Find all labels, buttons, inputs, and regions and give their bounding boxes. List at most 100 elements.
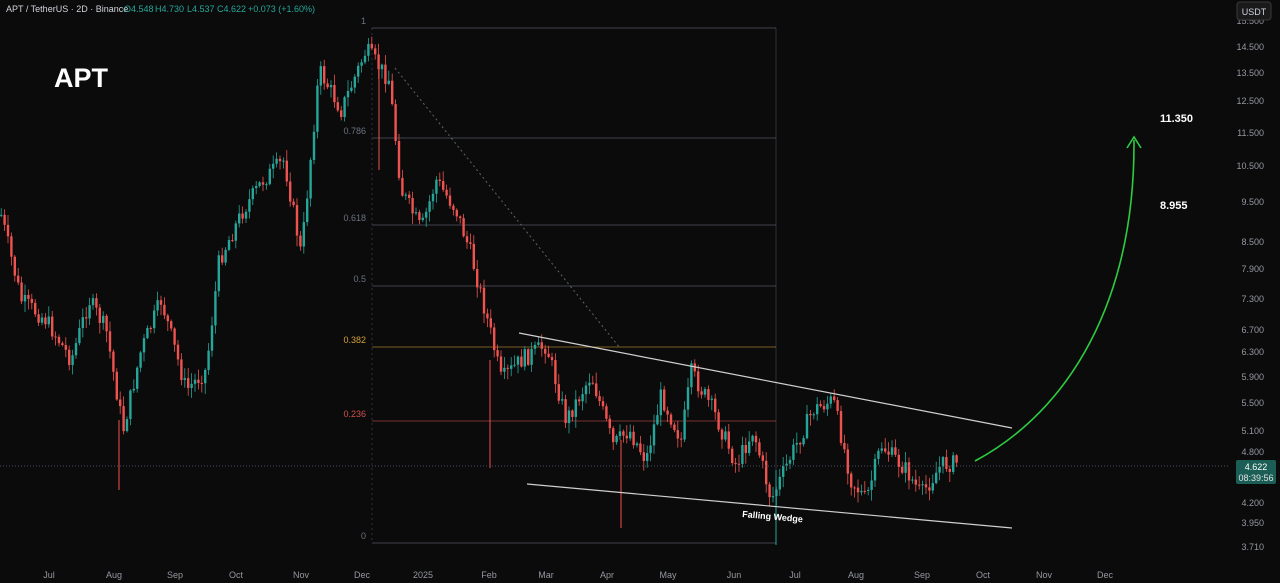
candle-body — [261, 182, 265, 185]
candle-body — [425, 211, 428, 218]
candle-body — [799, 443, 802, 445]
candle-body — [622, 431, 625, 436]
candle-body — [833, 396, 836, 401]
candle-body — [363, 55, 367, 63]
candle-body — [765, 460, 768, 485]
wedge-label: Falling Wedge — [742, 509, 803, 524]
price-tick: 5.500 — [1241, 398, 1264, 408]
candle-body — [122, 406, 125, 432]
candle-body — [819, 404, 822, 407]
candle-body — [751, 435, 754, 442]
candle-body — [37, 314, 40, 323]
candle-body — [282, 160, 285, 162]
price-axis-ticks: 15.500 14.500 13.500 12.500 11.500 10.500 9.50… — [1236, 16, 1264, 552]
candle-body — [700, 391, 703, 395]
candle-body — [496, 350, 499, 357]
time-tick: Oct — [229, 570, 244, 580]
candle-body — [615, 435, 618, 443]
candle-body — [156, 300, 159, 311]
candle-body — [316, 85, 319, 132]
candle-body — [64, 345, 67, 350]
time-tick: Nov — [1036, 570, 1053, 580]
falling-wedge[interactable]: Falling Wedge — [518, 332, 1013, 529]
candle-body — [272, 163, 275, 169]
candle-body — [353, 76, 356, 88]
low-value: L4.537 — [187, 4, 215, 14]
candle-body — [853, 487, 856, 489]
candle-body — [754, 435, 758, 443]
candle-body — [952, 455, 955, 472]
candle-body — [391, 80, 394, 105]
candle-body — [901, 466, 904, 473]
projection-arrow[interactable] — [974, 135, 1142, 462]
candle-body — [367, 43, 370, 56]
candle-body — [306, 198, 309, 223]
candle-body — [166, 315, 169, 322]
candle-body — [445, 189, 448, 196]
candle-body — [397, 141, 401, 178]
candle-body — [863, 490, 866, 492]
candle-body — [547, 353, 550, 357]
candle-body — [884, 448, 887, 452]
candle-body — [710, 398, 713, 400]
candle-body — [792, 444, 795, 460]
candle-body — [23, 294, 27, 302]
candle-body — [10, 236, 13, 257]
time-axis-ticks: Jul Aug Sep Oct Nov Dec 2025 Feb Mar Apr May Jun Jul… — [43, 570, 1113, 580]
candle-body — [673, 424, 676, 431]
candle-body — [170, 321, 173, 329]
candle-body — [591, 382, 594, 384]
candle-body — [258, 182, 261, 187]
candle-body — [244, 211, 248, 219]
candle-body — [34, 302, 37, 315]
candle-body — [190, 383, 193, 388]
candle-body — [214, 291, 217, 326]
candle-body — [557, 384, 560, 401]
candle-body — [309, 159, 312, 199]
candle-body — [860, 490, 863, 493]
candle-body — [666, 410, 669, 415]
candle-body — [74, 343, 78, 356]
candle-body — [61, 343, 64, 346]
fibonacci-retracement[interactable]: 1 0.786 0.618 0.5 0.382 0.236 0 — [343, 16, 777, 544]
time-tick: Feb — [481, 570, 497, 580]
candle-body — [13, 256, 16, 276]
candle-body — [676, 430, 679, 439]
candle-body — [663, 389, 666, 411]
wedge-lower-line — [526, 483, 1013, 529]
candle-body — [57, 336, 61, 344]
candle-body — [533, 344, 537, 349]
currency-button[interactable]: USDT — [1236, 1, 1272, 21]
candle-body — [452, 205, 455, 210]
candle-body — [928, 487, 931, 491]
candle-body — [146, 327, 149, 339]
candle-body — [839, 411, 843, 443]
candle-body — [550, 356, 554, 361]
price-axis[interactable] — [1230, 0, 1280, 583]
target-1: 11.350 — [1160, 113, 1193, 125]
candle-body — [809, 413, 812, 416]
close-value: C4.622 — [217, 4, 246, 14]
candle-body — [850, 473, 853, 488]
candle-body — [234, 223, 237, 241]
candle-body — [659, 389, 662, 416]
fib-label: 0.236 — [343, 409, 366, 419]
candle-body — [703, 389, 707, 395]
candle-body — [207, 350, 210, 370]
price-tick: 3.950 — [1241, 518, 1264, 528]
candle-body — [295, 205, 299, 236]
price-tick: 12.500 — [1236, 96, 1264, 106]
candle-body — [200, 382, 203, 384]
candle-body — [459, 216, 462, 219]
candle-body — [278, 158, 282, 162]
candle-body — [683, 409, 686, 440]
candle-body — [159, 300, 163, 305]
candle-body — [948, 468, 951, 472]
candle-body — [3, 214, 6, 225]
price-tick: 9.500 — [1241, 197, 1264, 207]
candle-body — [782, 465, 785, 477]
candle-body — [132, 388, 135, 391]
candle-body — [564, 399, 567, 424]
candle-body — [931, 483, 934, 491]
